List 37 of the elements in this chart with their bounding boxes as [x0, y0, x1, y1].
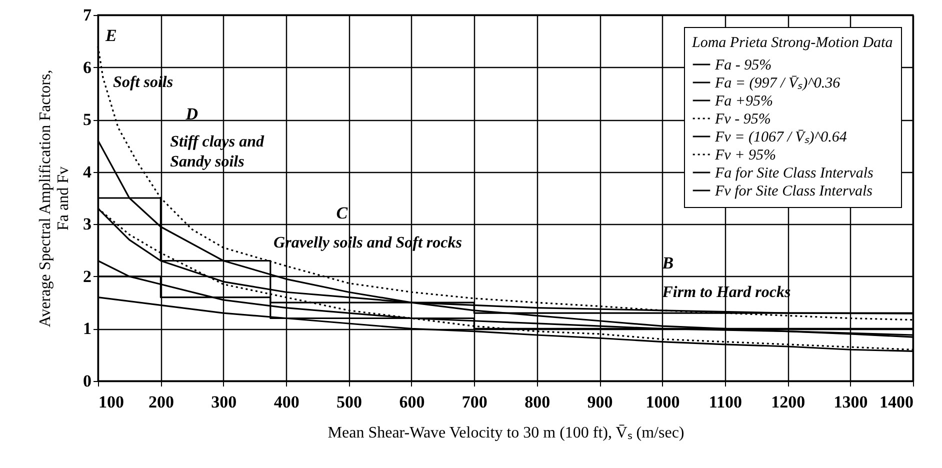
x-tick-label: 300: [211, 392, 237, 412]
y-axis-title: Average Spectral Amplification Factors, Fa and Fv: [37, 70, 72, 328]
x-tick-label: 600: [399, 392, 425, 412]
y-tick-label: 1: [83, 319, 92, 338]
x-tick-label: 1300: [834, 392, 868, 412]
y-tick-label: 7: [83, 6, 92, 24]
legend-label: Fa = (997 / V̄ₛ)^0.36: [714, 75, 841, 92]
legend-label: Fa +95%: [714, 94, 774, 110]
legend-label: Fa for Site Class Intervals: [714, 166, 874, 182]
legend-label: Fv + 95%: [714, 148, 776, 164]
x-tick-label: 1000: [646, 392, 680, 412]
annotation: B: [661, 253, 674, 272]
y-tick-label: 5: [83, 110, 92, 130]
x-tick-label: 400: [274, 392, 300, 412]
annotation: D: [184, 104, 198, 124]
x-tick-label: 900: [587, 392, 613, 412]
y-tick-label: 2: [83, 266, 92, 286]
x-tick-label: 500: [336, 392, 362, 412]
x-tick-label: 200: [148, 392, 174, 412]
legend-label: Fv for Site Class Intervals: [714, 184, 873, 200]
y-tick-label: 0: [83, 372, 92, 390]
y-tick-label: 3: [83, 214, 92, 234]
x-tick-label: 1100: [708, 392, 742, 412]
x-tick-label: 1400: [880, 392, 914, 412]
y-tick-label: 6: [83, 58, 92, 77]
x-tick-label: 800: [524, 392, 550, 412]
annotation: E: [104, 26, 117, 45]
legend-label: Fa - 95%: [714, 58, 772, 74]
x-tick-label: 1200: [771, 392, 806, 412]
legend-label: Fv = (1067 / V̄ₛ)^0.64: [714, 129, 848, 146]
x-axis-title: Mean Shear-Wave Velocity to 30 m (100 ft), V̄ₛ (m/sec): [328, 424, 684, 442]
x-tick-label: 100: [98, 392, 124, 412]
legend-title: Loma Prieta Strong-Motion Data: [691, 35, 893, 51]
y-tick-label: 4: [83, 162, 92, 182]
legend-label: Fv - 95%: [714, 112, 771, 128]
annotation: C: [336, 204, 348, 223]
x-tick-label: 700: [462, 392, 488, 412]
